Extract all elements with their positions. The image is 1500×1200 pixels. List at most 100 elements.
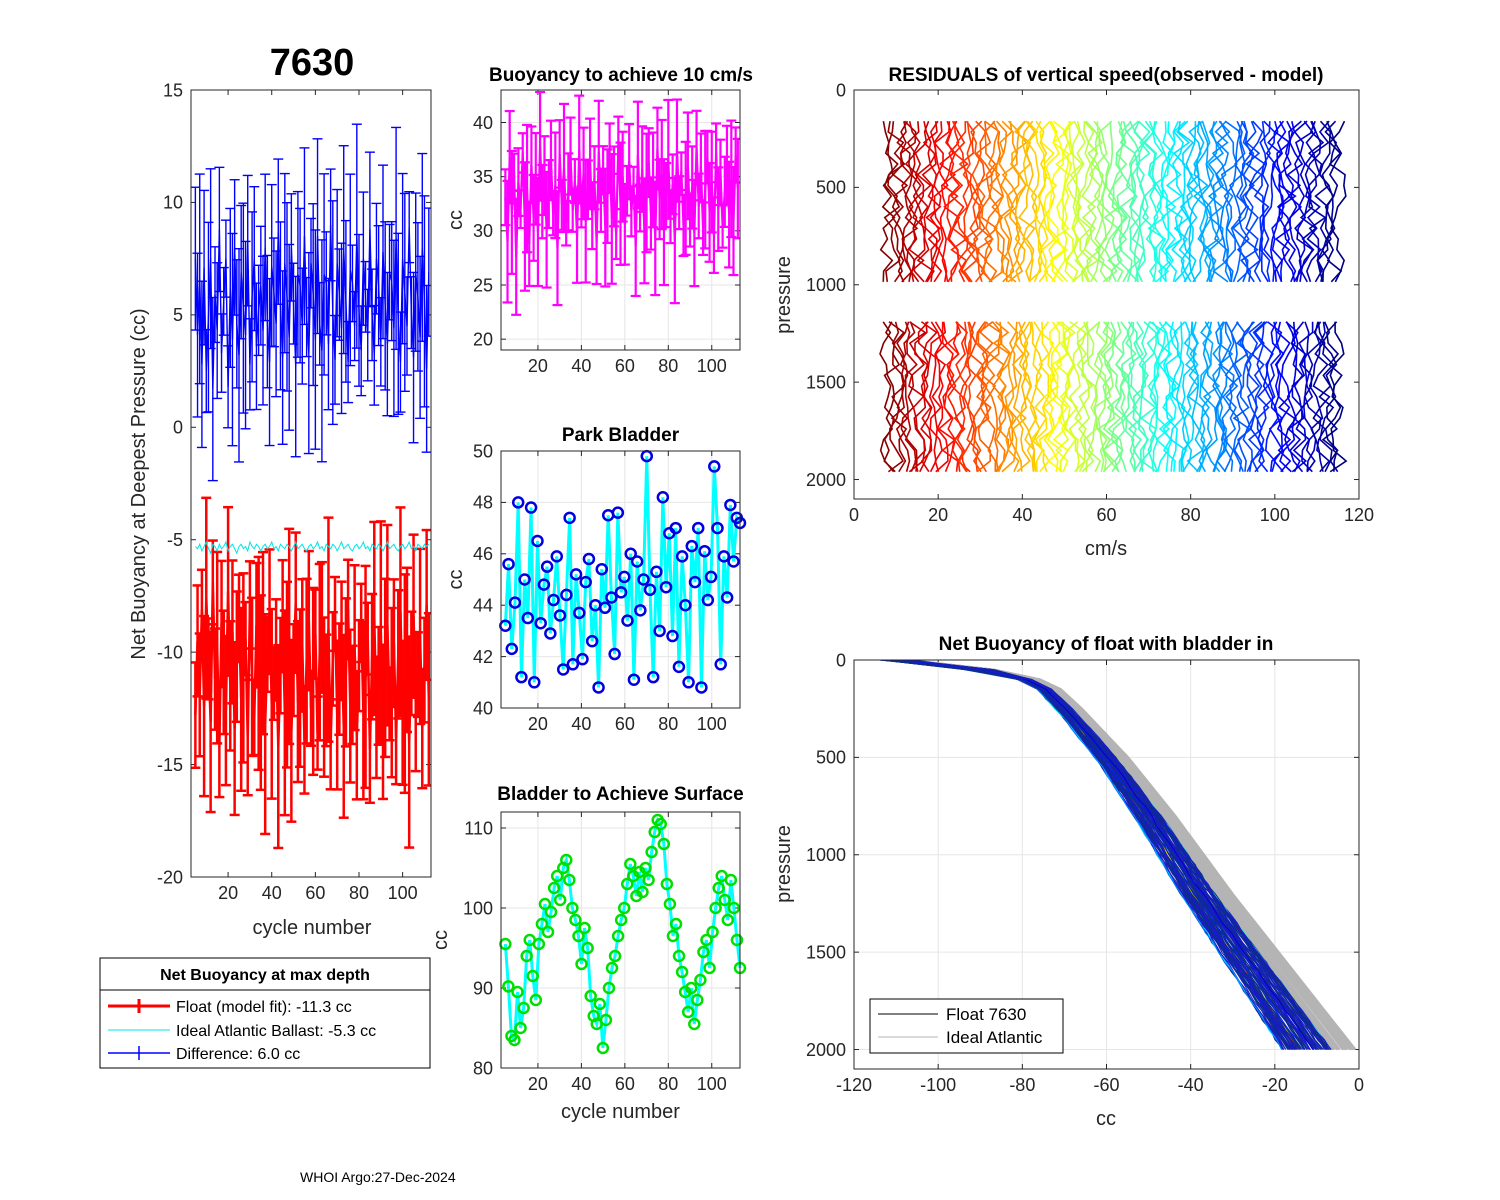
marker-park [534,616,547,630]
marker-park [621,614,634,627]
residual-profile [887,321,906,473]
y-tick-label: 40 [473,113,493,133]
residual-profile [958,321,977,473]
x-tick-label: 20 [528,356,548,376]
marker-surface [599,1013,613,1027]
legend-label-difference: Difference: 6.0 cc [176,1046,300,1063]
buoyancy-10cms-panel: 20 40 60 80 100 20 25 30 35 40 Buoyancy to achieve… [445,65,753,376]
marker-surface [526,969,540,983]
chart-title: Buoyancy to achieve 10 cm/s [489,65,753,86]
y-tick-label: 42 [473,647,493,667]
residual-profile [955,121,971,283]
residual-profile [1181,321,1200,473]
residual-profile [879,321,896,473]
x-tick-label: 40 [571,714,591,734]
plot-frame [500,811,741,1069]
float-profile [887,660,1306,1050]
marker-surface [553,893,567,907]
net-buoyancy-legend: Net Buoyancy at max depth Float (model f… [99,957,431,1069]
marker-park [598,601,612,615]
x-tick-label: -80 [1009,1075,1035,1095]
marker-park [605,591,618,604]
float-profile [893,660,1317,1050]
chart-title: RESIDUALS of vertical speed(observed - m… [889,65,1324,86]
residual-profile [1267,120,1284,282]
marker-surface [514,1021,527,1035]
marker-park [656,491,670,504]
residual-profile [1043,120,1061,283]
residual-profile [956,321,972,473]
residual-profile [1101,321,1120,473]
plot-frame [853,89,1360,500]
x-tick-label: 20 [528,1074,548,1094]
residual-profile [1274,321,1292,473]
y-axis-label: cc [445,210,467,230]
x-tick-label: 100 [388,883,418,903]
residual-profile [1177,121,1195,283]
y-tick-label: 80 [473,1058,493,1078]
residual-profile [1132,321,1149,473]
residual-profile [1328,120,1347,283]
marker-park [650,565,663,579]
residual-profile [1160,121,1177,282]
residual-profile [1228,120,1246,283]
residual-profile [1059,321,1077,472]
residual-profile [933,121,951,282]
y-tick-label: 20 [473,329,493,349]
plot-frame [500,450,741,709]
residual-profile [1162,321,1178,472]
x-tick-label: 100 [697,1074,727,1094]
y-tick-label: 5 [173,305,183,325]
marker-surface [709,901,722,915]
residual-profile [941,321,960,472]
residual-profile [1245,321,1263,473]
marker-park [560,588,573,602]
marker-park [720,591,734,604]
marker-surface [730,933,744,947]
residual-profile [1291,321,1308,473]
x-tick-label: 60 [1096,505,1116,525]
marker-surface [718,893,732,907]
residual-profile [1262,321,1279,472]
marker-park [499,619,512,633]
marker-park [637,573,650,586]
marker-surface [636,885,649,899]
residual-profile [1263,120,1276,282]
x-tick-label: 60 [615,1074,635,1094]
residual-profile [1046,321,1064,473]
x-tick-label: 100 [1260,505,1290,525]
chart-title: Bladder to Achieve Surface [497,784,743,805]
marker-park [531,534,544,548]
residual-profile [1164,120,1184,283]
float-profile [905,660,1301,1050]
marker-park [579,575,592,589]
residual-profile [1215,321,1234,473]
x-tick-label: 20 [928,505,948,525]
residual-profile [1182,121,1199,283]
marker-surface [700,933,713,947]
marker-surface [581,941,594,955]
residual-profile [1110,321,1127,472]
marker-surface [703,961,716,975]
residual-profile [1169,321,1188,472]
marker-surface [511,985,524,999]
residual-profile [1135,120,1151,283]
residual-profile [1022,321,1038,472]
y-tick-label: 500 [816,178,846,198]
residual-profile [974,121,994,283]
y-tick-label: 30 [473,221,493,241]
marker-park [646,670,660,684]
x-axis-label: cycle number [561,1101,680,1123]
y-axis-label: cc [430,930,452,950]
residual-profile [1077,121,1093,283]
residual-profile [1127,321,1144,473]
residual-profile [1186,120,1204,283]
residual-profile [1295,321,1314,473]
y-tick-label: 100 [463,898,493,918]
residual-profile [1219,120,1238,282]
marker-park [508,596,522,609]
plot-frame [853,659,1360,1070]
marker-park [634,604,647,617]
residual-profile [1228,321,1244,473]
